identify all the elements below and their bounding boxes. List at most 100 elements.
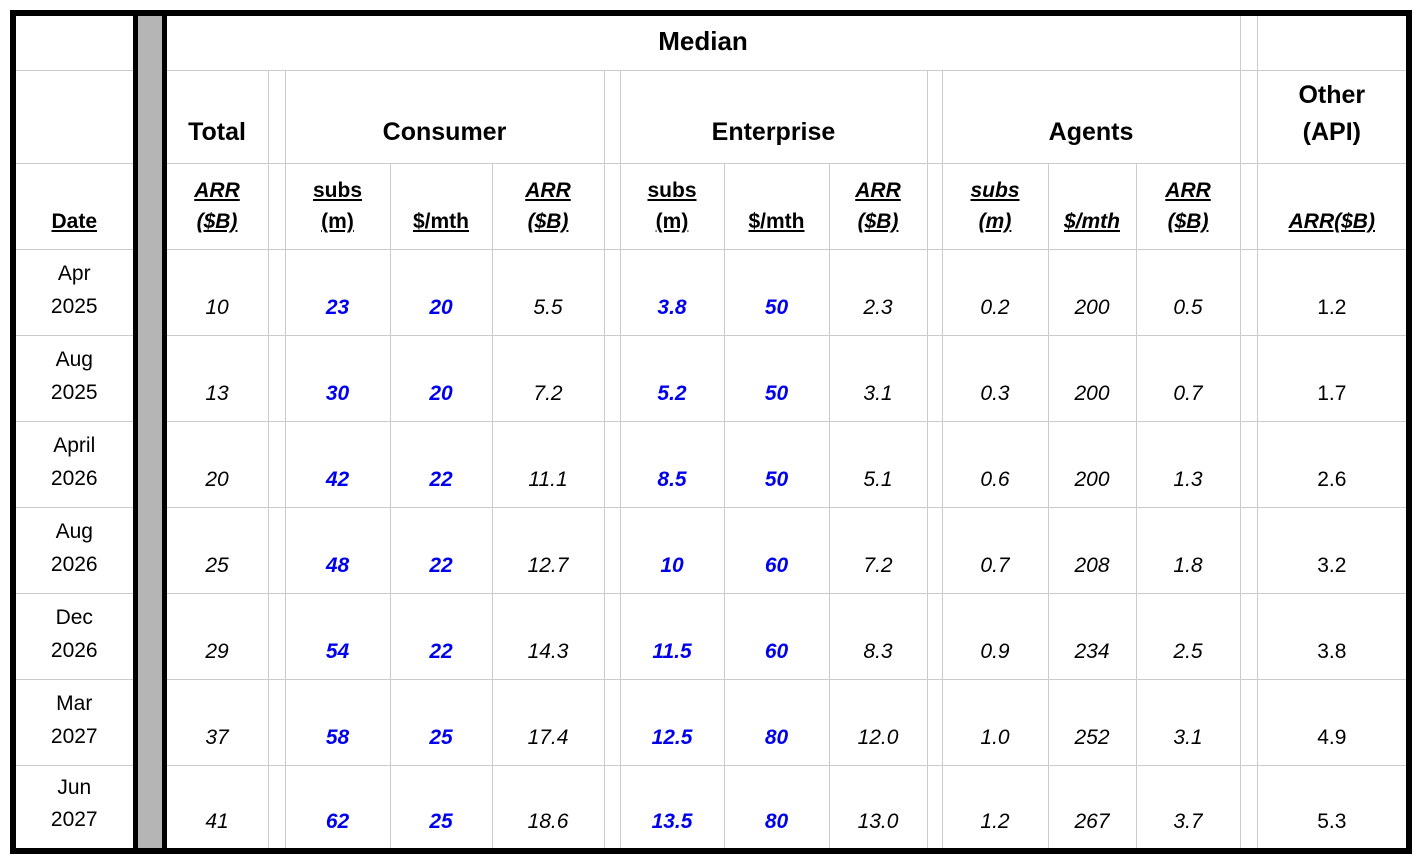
cell-agents-arr: 1.8 [1135, 506, 1241, 594]
cell-enterprise-price: 80 [723, 764, 830, 852]
spacer-cell [1239, 248, 1258, 336]
empty-cell [12, 69, 136, 164]
table-row: Apr 2025 10 23 20 5.5 3.8 50 2.3 0.2 200 … [12, 248, 1410, 336]
cell-consumer-price: 22 [389, 592, 493, 680]
cell-total-arr: 25 [163, 506, 269, 594]
column-header-consumer-subs: subs (m) [284, 162, 391, 250]
empty-cell [1256, 12, 1410, 71]
cell-enterprise-subs: 5.2 [619, 334, 725, 422]
column-header-consumer-price: $/mth [389, 162, 493, 250]
cell-other-arr: 5.3 [1256, 764, 1410, 852]
cell-consumer-price: 20 [389, 334, 493, 422]
table-row: Mar 2027 37 58 25 17.4 12.5 80 12.0 1.0 2… [12, 678, 1410, 766]
cell-enterprise-subs: 8.5 [619, 420, 725, 508]
group-header-other-label: Other (API) [1298, 80, 1366, 147]
median-forecast-table: Median Total Consumer Enterprise Agents … [10, 10, 1413, 854]
cell-enterprise-price: 60 [723, 592, 830, 680]
group-header-enterprise: Enterprise [619, 69, 928, 164]
cell-agents-arr: 2.5 [1135, 592, 1241, 680]
cell-enterprise-arr: 8.3 [828, 592, 928, 680]
cell-enterprise-subs: 10 [619, 506, 725, 594]
cell-enterprise-price: 80 [723, 678, 830, 766]
cell-other-arr: 3.8 [1256, 592, 1410, 680]
cell-agents-price: 208 [1047, 506, 1137, 594]
spacer-cell [603, 248, 621, 336]
cell-date: Aug 2025 [12, 334, 136, 422]
column-header-enterprise-price: $/mth [723, 162, 830, 250]
cell-total-arr: 41 [163, 764, 269, 852]
cell-consumer-arr: 12.7 [491, 506, 605, 594]
spacer-cell [267, 678, 286, 766]
cell-agents-subs: 0.6 [941, 420, 1049, 508]
column-header-date: Date [12, 162, 136, 250]
column-header-enterprise-arr: ARR($B) [828, 162, 928, 250]
spacer-cell [1239, 334, 1258, 422]
spacer-cell [603, 162, 621, 250]
spacer-cell [267, 506, 286, 594]
title-row: Median [12, 12, 1410, 852]
cell-enterprise-arr: 13.0 [828, 764, 928, 852]
cell-consumer-price: 25 [389, 678, 493, 766]
cell-other-arr: 3.2 [1256, 506, 1410, 594]
cell-agents-subs: 0.3 [941, 334, 1049, 422]
cell-agents-subs: 0.2 [941, 248, 1049, 336]
spacer-cell [603, 678, 621, 766]
cell-enterprise-arr: 12.0 [828, 678, 928, 766]
cell-consumer-subs: 58 [284, 678, 391, 766]
cell-consumer-subs: 62 [284, 764, 391, 852]
column-header-agents-price: $/mth [1047, 162, 1137, 250]
cell-total-arr: 10 [163, 248, 269, 336]
cell-consumer-subs: 23 [284, 248, 391, 336]
cell-consumer-price: 22 [389, 506, 493, 594]
cell-consumer-price: 20 [389, 248, 493, 336]
cell-agents-price: 267 [1047, 764, 1137, 852]
spacer-cell [603, 420, 621, 508]
spacer-cell [926, 69, 943, 164]
cell-agents-subs: 0.9 [941, 592, 1049, 680]
cell-enterprise-subs: 11.5 [619, 592, 725, 680]
spacer-cell [603, 764, 621, 852]
spacer-cell [926, 420, 943, 508]
cell-enterprise-arr: 2.3 [828, 248, 928, 336]
cell-enterprise-price: 50 [723, 420, 830, 508]
cell-consumer-arr: 18.6 [491, 764, 605, 852]
cell-other-arr: 1.2 [1256, 248, 1410, 336]
spacer-cell [1239, 420, 1258, 508]
spacer-cell [1239, 506, 1258, 594]
spacer-cell [926, 678, 943, 766]
cell-consumer-arr: 17.4 [491, 678, 605, 766]
cell-consumer-subs: 30 [284, 334, 391, 422]
spacer-cell [603, 506, 621, 594]
cell-consumer-arr: 14.3 [491, 592, 605, 680]
cell-enterprise-subs: 13.5 [619, 764, 725, 852]
spacer-cell [926, 506, 943, 594]
spacer-cell [267, 248, 286, 336]
cell-agents-subs: 0.7 [941, 506, 1049, 594]
spacer-cell [267, 592, 286, 680]
spacer-cell [926, 162, 943, 250]
cell-total-arr: 13 [163, 334, 269, 422]
spacer-cell [1239, 12, 1258, 71]
column-header-enterprise-subs: subs (m) [619, 162, 725, 250]
table-row: Aug 2025 13 30 20 7.2 5.2 50 3.1 0.3 200 … [12, 334, 1410, 422]
spacer-cell [267, 162, 286, 250]
cell-consumer-arr: 11.1 [491, 420, 605, 508]
cell-agents-arr: 3.1 [1135, 678, 1241, 766]
cell-date: Mar 2027 [12, 678, 136, 766]
spacer-cell [267, 69, 286, 164]
cell-agents-arr: 1.3 [1135, 420, 1241, 508]
spacer-cell [1239, 592, 1258, 680]
cell-agents-price: 200 [1047, 334, 1137, 422]
corner-empty-cell [12, 12, 136, 71]
column-header-total-arr: ARR ($B) [163, 162, 269, 250]
spacer-cell [603, 69, 621, 164]
cell-enterprise-arr: 5.1 [828, 420, 928, 508]
cell-consumer-price: 22 [389, 420, 493, 508]
cell-total-arr: 20 [163, 420, 269, 508]
spacer-cell [267, 764, 286, 852]
table-row: Dec 2026 29 54 22 14.3 11.5 60 8.3 0.9 23… [12, 592, 1410, 680]
cell-agents-price: 200 [1047, 420, 1137, 508]
cell-consumer-subs: 42 [284, 420, 391, 508]
cell-enterprise-arr: 7.2 [828, 506, 928, 594]
group-header-total: Total [163, 69, 269, 164]
